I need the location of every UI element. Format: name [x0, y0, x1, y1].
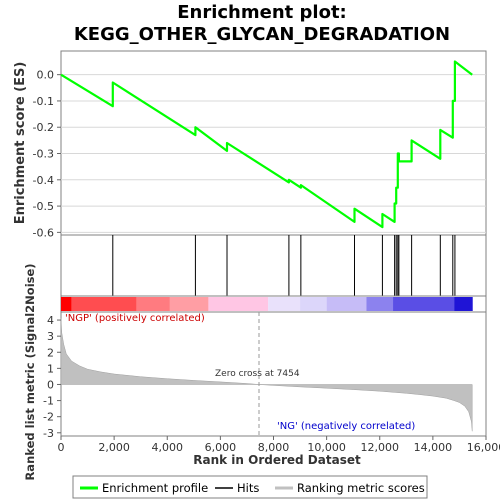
x-tick-label: 6,000 [205, 441, 237, 454]
metric-y-ticks: 4 3 2 1 0 -1 -2 -3 [43, 314, 61, 440]
hits-panel [60, 234, 487, 297]
zero-cross-label: Zero cross at 7454 [215, 369, 300, 379]
x-axis-label: Rank in Ordered Dataset [193, 453, 361, 467]
x-tick-label: 8,000 [258, 441, 290, 454]
colorbar-band [454, 297, 473, 311]
metric-panel: 4 3 2 1 0 -1 -2 -3 'NGP' (positively correlated… [23, 263, 500, 480]
colorbar-band [169, 297, 209, 311]
positive-correlation-label: 'NGP' (positively correlated) [65, 313, 205, 324]
colorbar-band [61, 297, 72, 311]
x-ticks: 0 2,000 4,000 6,000 8,000 10,000 12,000 14,000 1… [58, 436, 500, 454]
es-gridlines [61, 74, 486, 233]
x-tick-label: 14,000 [414, 441, 453, 454]
es-plot-frame [60, 50, 487, 236]
colorbar-band [366, 297, 394, 311]
colorbar-band [268, 297, 301, 311]
colorbar-band [393, 297, 455, 311]
legend-hits-label: Hits [237, 481, 259, 495]
es-panel: 0.0 -0.1 -0.2 -0.3 -0.4 -0.5 -0.6 Enrichment s… [13, 50, 487, 239]
metric-y-tick-label: 0 [47, 378, 54, 391]
es-y-tick-label: -0.4 [33, 174, 54, 187]
negative-correlation-label: 'NG' (negatively correlated) [277, 421, 415, 432]
x-tick-label: 4,000 [152, 441, 184, 454]
hit-lines [112, 235, 456, 296]
x-tick-label: 0 [58, 441, 65, 454]
colorbar-band [71, 297, 137, 311]
colorbar-band [208, 297, 269, 311]
metric-y-axis-label: Ranked list metric (Signal2Noise) [23, 263, 37, 480]
x-tick-label: 12,000 [361, 441, 400, 454]
metric-plot-frame [60, 311, 487, 437]
es-y-tick-label: -0.1 [33, 95, 54, 108]
legend-enrichment-label: Enrichment profile [102, 481, 208, 495]
colorbar-band [300, 297, 327, 311]
metric-y-tick-label: 3 [47, 330, 54, 343]
metric-y-tick-label: -3 [43, 427, 54, 440]
metric-y-tick-label: -1 [43, 395, 54, 408]
es-y-ticks: 0.0 -0.1 -0.2 -0.3 -0.4 -0.5 -0.6 [33, 69, 61, 239]
metric-y-tick-label: 4 [47, 314, 54, 327]
legend: Enrichment profile Hits Ranking metric s… [72, 475, 428, 499]
es-y-tick-label: -0.6 [33, 226, 54, 239]
chart-title-line1: Enrichment plot: [177, 2, 347, 23]
x-tick-label: 16,000 [467, 441, 500, 454]
es-y-tick-label: -0.5 [33, 200, 54, 213]
es-y-axis-label: Enrichment score (ES) [13, 62, 28, 225]
es-y-tick-label: -0.3 [33, 148, 54, 161]
enrichment-profile-line [60, 60, 473, 229]
metric-y-tick-label: -2 [43, 411, 54, 424]
colorbar-band [136, 297, 170, 311]
legend-metric-label: Ranking metric scores [297, 481, 425, 495]
metric-y-tick-label: 2 [47, 346, 54, 359]
ranking-metric-area [60, 318, 473, 432]
es-y-tick-label: 0.0 [37, 69, 55, 82]
metric-y-tick-label: 1 [47, 362, 54, 375]
x-tick-label: 2,000 [98, 441, 130, 454]
es-y-tick-label: -0.2 [33, 121, 54, 134]
chart-title-line2: KEGG_OTHER_GLYCAN_DEGRADATION [74, 24, 450, 45]
rank-colorbar [60, 295, 487, 313]
x-tick-label: 10,000 [307, 441, 346, 454]
colorbar-bands [61, 297, 473, 311]
hits-frame [60, 234, 487, 297]
colorbar-band [326, 297, 367, 311]
legend-box [72, 475, 428, 499]
